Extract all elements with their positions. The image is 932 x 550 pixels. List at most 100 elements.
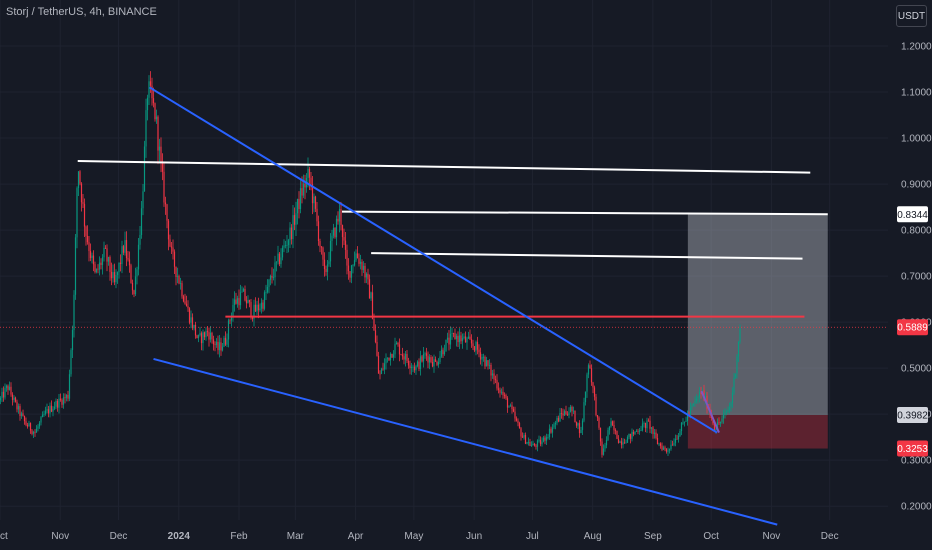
candle-body [491, 373, 494, 376]
candle-body [167, 220, 170, 240]
candle-body [304, 183, 306, 188]
candle-body [722, 414, 725, 419]
candle-body [55, 400, 57, 407]
candle-body [79, 171, 81, 184]
candle-body [100, 262, 102, 265]
candle-body [379, 373, 381, 375]
candle-body [20, 413, 23, 416]
candle-body [359, 261, 362, 264]
price-axis[interactable] [888, 0, 932, 550]
candle-body [200, 333, 203, 344]
candle-body [413, 366, 416, 371]
candle-body [443, 351, 446, 355]
candle-body [253, 304, 255, 319]
candle-body [431, 362, 434, 367]
candle-body [586, 374, 588, 392]
candle-body [680, 422, 683, 432]
candle-body [221, 346, 224, 351]
candle-body [430, 357, 432, 363]
candle-body [433, 359, 435, 367]
candle-body [725, 411, 728, 413]
candle-body [125, 240, 128, 259]
candle-body [692, 403, 695, 406]
x-tick-label: Oct [0, 531, 8, 542]
candle-body [575, 422, 578, 426]
candle-body [670, 444, 672, 450]
candle-body [227, 320, 230, 340]
candle-body [547, 437, 549, 438]
candle-body [44, 410, 47, 415]
long-position-box[interactable] [687, 214, 828, 449]
candle-body [205, 331, 207, 338]
candle-body [328, 261, 330, 265]
candle-body [500, 391, 503, 393]
candle-body [511, 405, 513, 410]
candle-body [554, 422, 557, 425]
candle-body [28, 423, 30, 427]
candle-body [49, 405, 51, 414]
x-tick-label: Sep [644, 531, 662, 542]
candle-body [188, 308, 191, 323]
candle-body [550, 428, 552, 433]
candle-body [655, 432, 657, 439]
y-tick-label: 1.2000 [901, 42, 932, 53]
candle-body [341, 224, 344, 238]
candle-body [34, 431, 36, 433]
candle-body [595, 396, 597, 416]
candle-body [488, 364, 491, 366]
candle-body [640, 430, 642, 432]
candle-body [0, 397, 2, 401]
candle-body [172, 247, 174, 252]
horizontal-level-line [341, 210, 828, 216]
x-tick-label: Nov [763, 531, 781, 542]
candle-body [7, 385, 9, 390]
x-tick-label: Feb [230, 531, 248, 542]
candle-body [143, 146, 146, 192]
candle-body [616, 430, 618, 439]
candle-body [350, 265, 353, 278]
trend-lines[interactable] [77, 86, 828, 526]
candle-body [224, 337, 227, 345]
time-axis[interactable]: Oct Nov Dec 2024 Feb Mar Apr May Jun Jul Aug Sep Oct… [0, 531, 839, 542]
candle-body [685, 420, 687, 422]
candle-body [187, 306, 189, 309]
candle-body [268, 279, 270, 287]
target-zone [687, 214, 828, 415]
y-tick-label: 0.2000 [901, 502, 932, 513]
candle-body [62, 397, 65, 405]
candle-body [476, 341, 479, 350]
price-label: 0.5889 [897, 323, 928, 334]
candle-body [148, 81, 150, 98]
candle-body [122, 246, 125, 253]
candle-body [209, 332, 212, 340]
candle-body [103, 247, 105, 258]
candle-body [127, 258, 129, 260]
candle-body [484, 356, 486, 367]
candle-body [199, 333, 201, 336]
candle-body [280, 257, 282, 265]
candle-body [553, 424, 555, 428]
candle-body [676, 438, 678, 440]
candle-body [601, 441, 603, 455]
candle-body [665, 448, 668, 452]
currency-button[interactable]: USDT [896, 5, 927, 27]
candle-body [694, 400, 696, 404]
candle-body [346, 249, 348, 266]
candle-body [602, 448, 605, 455]
candle-body [440, 349, 443, 357]
candle-body [509, 405, 512, 407]
candle-body [668, 449, 671, 451]
candle-body [179, 283, 182, 284]
candle-body [526, 442, 528, 444]
candle-body [391, 353, 393, 358]
candle-body [262, 302, 264, 309]
candle-body [313, 196, 315, 204]
candle-body [434, 359, 437, 362]
candle-body [142, 191, 144, 209]
candle-body [677, 436, 680, 440]
candle-body [548, 428, 551, 438]
candle-body [157, 116, 159, 151]
candle-body [523, 435, 525, 438]
candle-body [149, 81, 152, 86]
